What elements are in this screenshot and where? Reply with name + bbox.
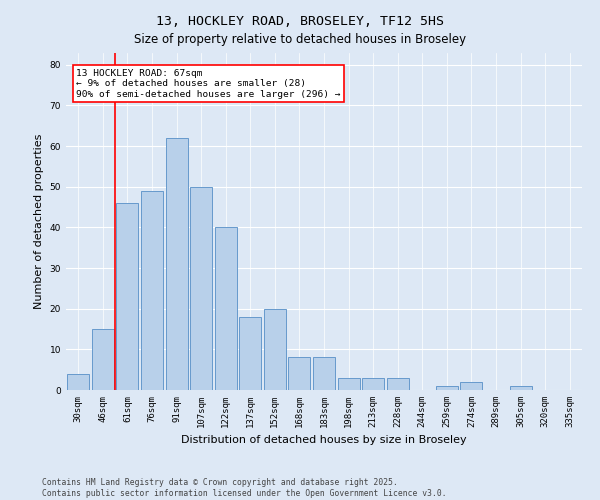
Bar	[338, 378, 359, 390]
Bar	[67, 374, 89, 390]
X-axis label: Distribution of detached houses by size in Broseley: Distribution of detached houses by size …	[181, 436, 467, 446]
Bar	[362, 378, 384, 390]
Bar	[190, 186, 212, 390]
Bar	[116, 203, 139, 390]
Bar	[239, 317, 262, 390]
Bar	[264, 308, 286, 390]
Bar	[141, 191, 163, 390]
Bar	[215, 228, 237, 390]
Bar	[313, 358, 335, 390]
Bar	[460, 382, 482, 390]
Y-axis label: Number of detached properties: Number of detached properties	[34, 134, 44, 309]
Bar	[289, 358, 310, 390]
Text: Size of property relative to detached houses in Broseley: Size of property relative to detached ho…	[134, 32, 466, 46]
Bar	[509, 386, 532, 390]
Bar	[166, 138, 188, 390]
Text: Contains HM Land Registry data © Crown copyright and database right 2025.
Contai: Contains HM Land Registry data © Crown c…	[42, 478, 446, 498]
Text: 13, HOCKLEY ROAD, BROSELEY, TF12 5HS: 13, HOCKLEY ROAD, BROSELEY, TF12 5HS	[156, 15, 444, 28]
Bar	[386, 378, 409, 390]
Bar	[92, 329, 114, 390]
Bar	[436, 386, 458, 390]
Text: 13 HOCKLEY ROAD: 67sqm
← 9% of detached houses are smaller (28)
90% of semi-deta: 13 HOCKLEY ROAD: 67sqm ← 9% of detached …	[76, 69, 340, 98]
